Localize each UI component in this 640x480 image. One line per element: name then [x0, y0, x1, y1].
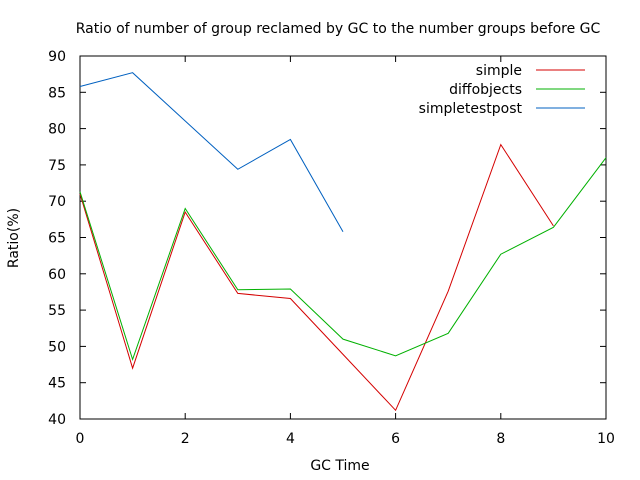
y-tick-label: 90: [48, 49, 66, 65]
y-tick-label: 45: [48, 376, 66, 392]
y-tick-label: 80: [48, 122, 66, 138]
y-tick-label: 85: [48, 85, 66, 101]
series-lines: [79, 72, 607, 412]
x-tick-label: 10: [597, 431, 615, 447]
x-tick-label: 0: [76, 431, 85, 447]
x-tick-label: 6: [391, 431, 400, 447]
y-tick-label: 60: [48, 267, 66, 283]
y-tick-label: 70: [48, 194, 66, 210]
series-line-simpletestpost: [79, 72, 344, 232]
chart-title: Ratio of number of group reclamed by GC …: [76, 21, 601, 37]
y-tick-label: 55: [48, 303, 66, 319]
y-tick-label: 75: [48, 158, 66, 174]
legend-label: diffobjects: [449, 82, 522, 98]
y-tick-label: 40: [48, 412, 66, 428]
y-tick-label: 50: [48, 339, 66, 355]
legend: simple diffobjects simpletestpost: [419, 63, 585, 117]
y-axis-label: Ratio(%): [6, 208, 22, 268]
x-axis-label: GC Time: [310, 458, 369, 474]
legend-label: simpletestpost: [419, 101, 523, 117]
axis-ticks: 0 2 4 6 8 10 40 45 50 55 60 65 70 75 80 85 90: [48, 49, 615, 447]
series-line-diffobjects: [79, 157, 607, 362]
x-tick-label: 8: [496, 431, 505, 447]
x-tick-label: 2: [181, 431, 190, 447]
series-line-simple: [79, 143, 554, 412]
x-tick-label: 4: [286, 431, 295, 447]
y-tick-label: 65: [48, 231, 66, 247]
legend-label: simple: [476, 63, 522, 79]
